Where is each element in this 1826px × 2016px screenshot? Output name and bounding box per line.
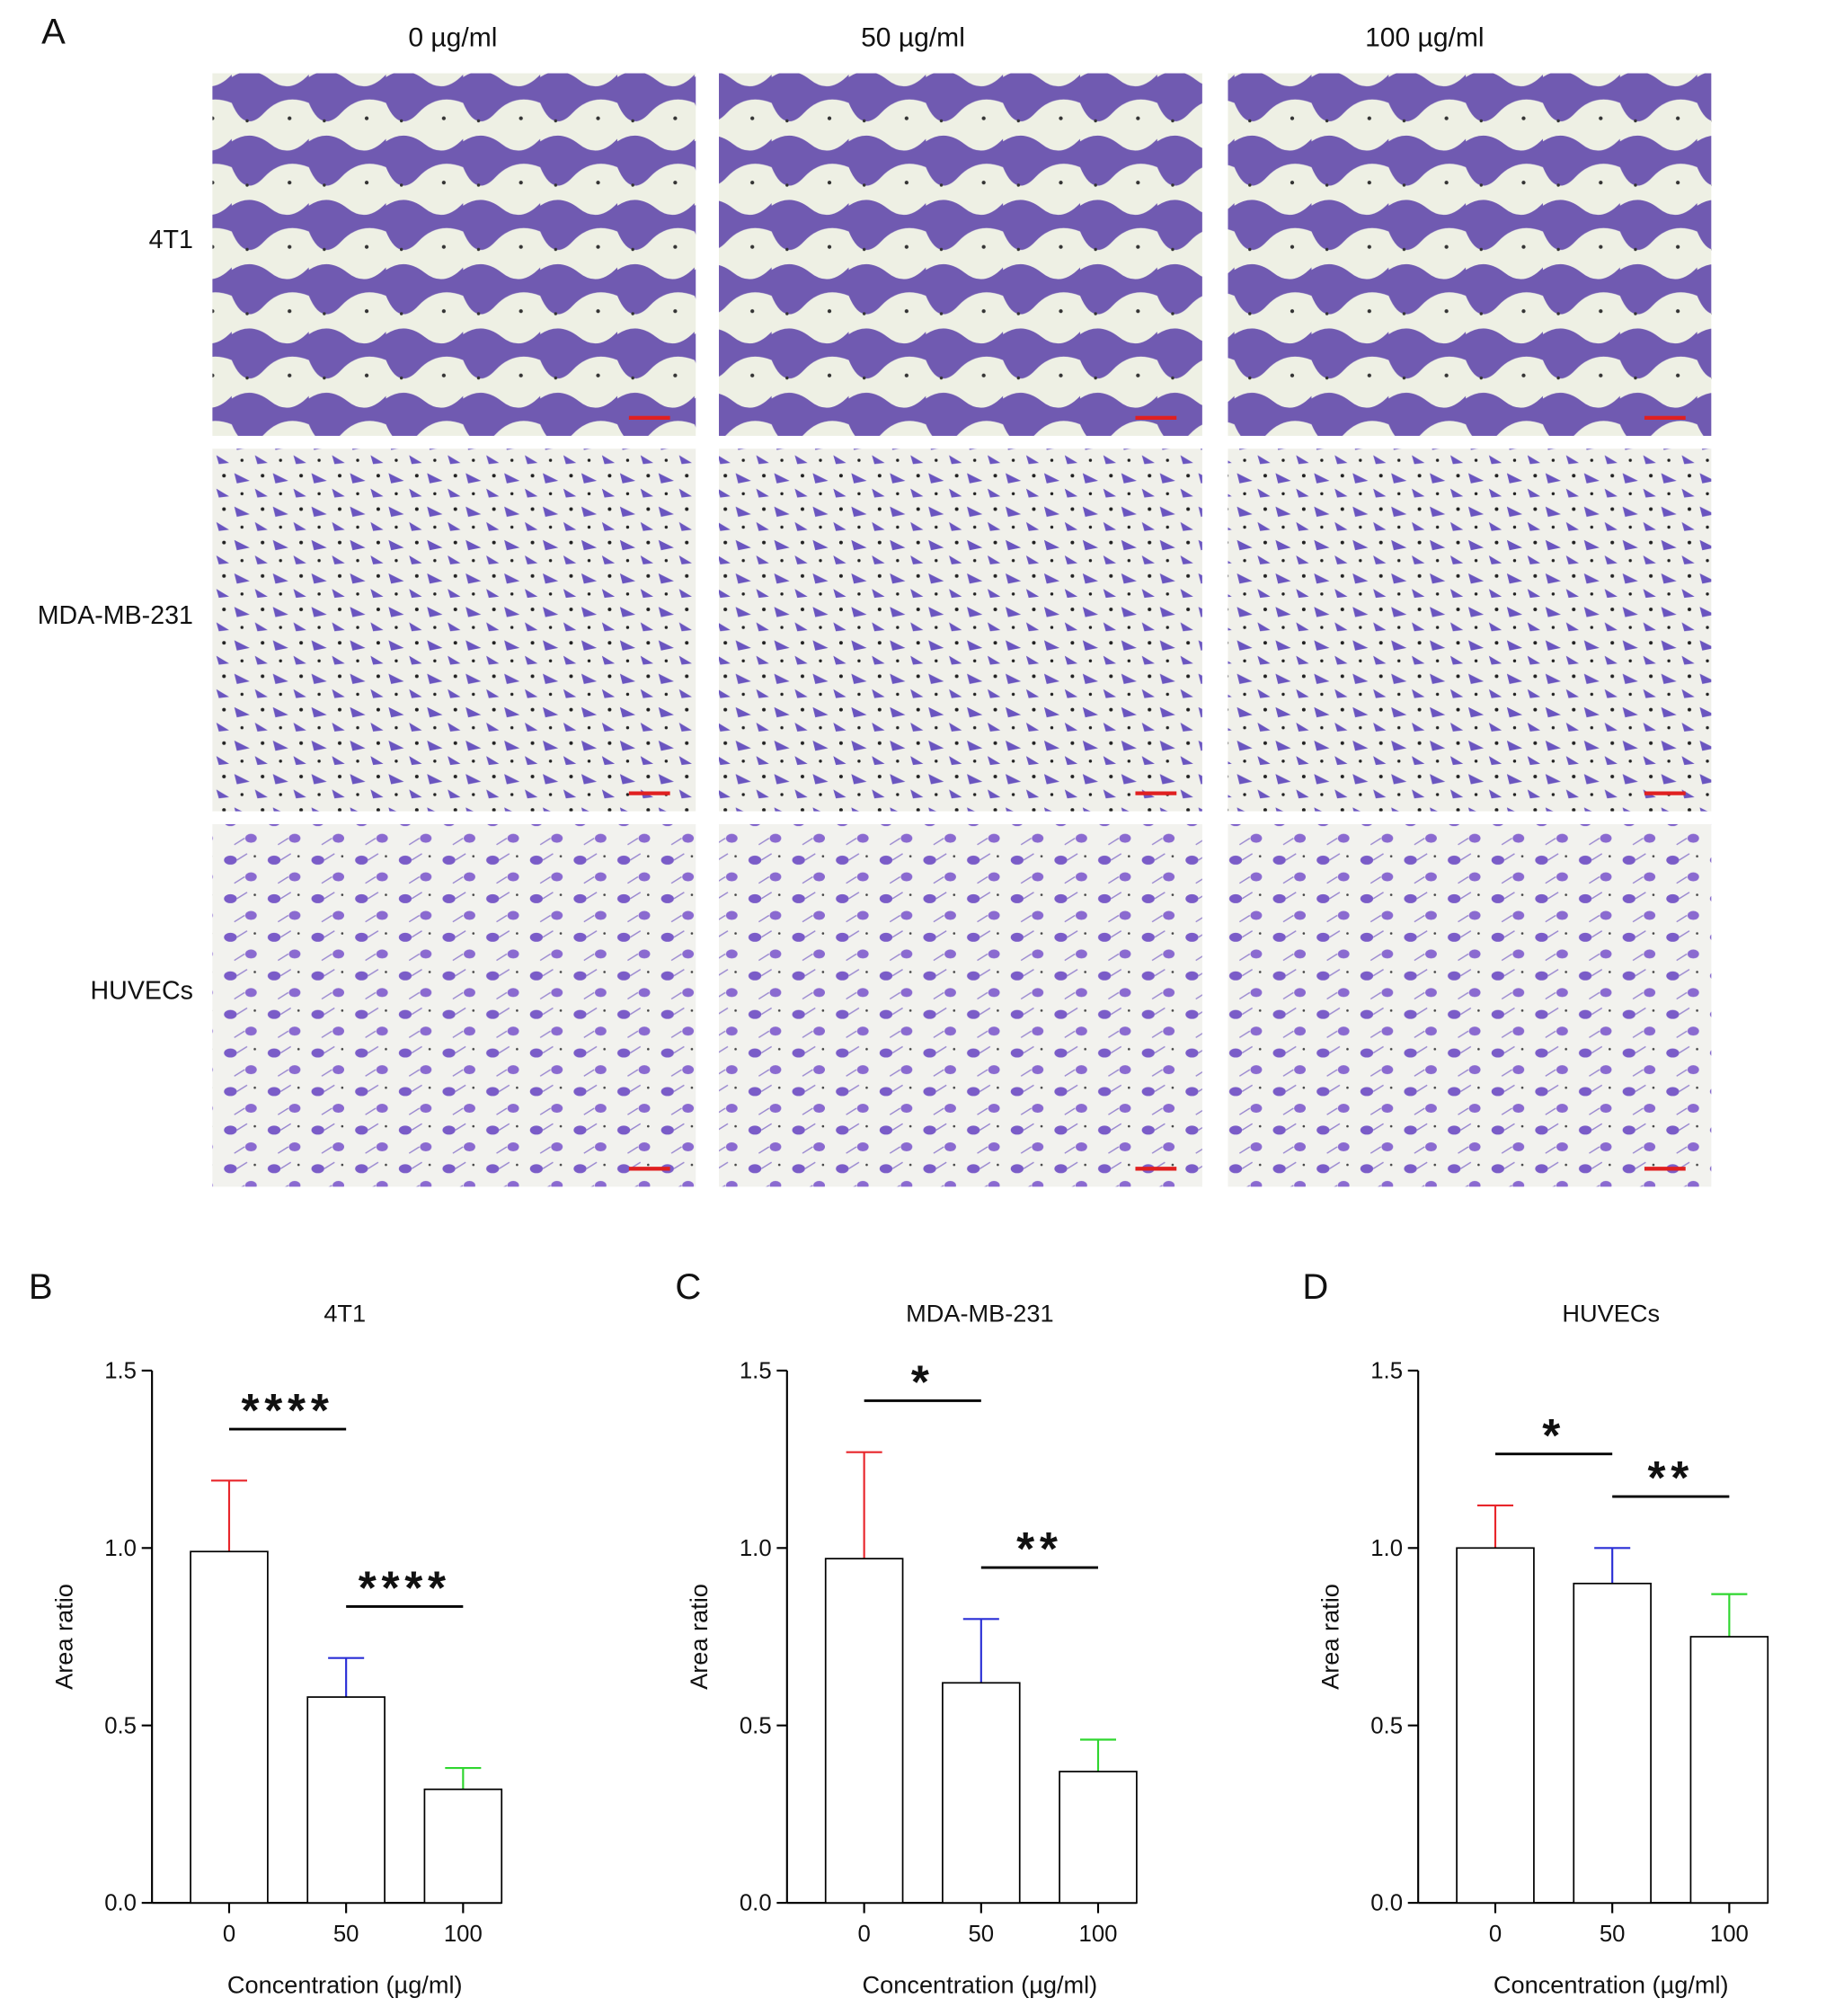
- panel-label: D: [1302, 1267, 1328, 1307]
- x-axis-label: Concentration (µg/ml): [863, 1970, 1098, 1998]
- significance-label: **: [1016, 1523, 1063, 1575]
- y-tick-label: 1.5: [740, 1358, 772, 1383]
- y-tick-label: 0.5: [1370, 1713, 1403, 1738]
- significance-label: ****: [242, 1384, 334, 1436]
- bar: [423, 1788, 503, 1904]
- significance-label: *: [911, 1356, 935, 1408]
- bar: [1456, 1547, 1535, 1904]
- row-label: 4T1: [149, 226, 193, 254]
- y-tick-label: 1.0: [104, 1536, 137, 1561]
- y-axis-label: Area ratio: [1316, 1584, 1343, 1690]
- bar: [1573, 1582, 1652, 1904]
- bar: [1059, 1771, 1138, 1904]
- x-tick-label: 100: [1079, 1922, 1118, 1947]
- micrograph: [718, 73, 1202, 436]
- column-header: 100 µg/ml: [1365, 22, 1485, 52]
- micrograph: [212, 448, 696, 812]
- y-tick-label: 1.0: [740, 1536, 772, 1561]
- x-tick-label: 100: [1710, 1922, 1749, 1947]
- x-axis-label: Concentration (µg/ml): [1494, 1970, 1729, 1998]
- micrograph: [212, 73, 696, 436]
- x-tick-label: 0: [223, 1922, 235, 1947]
- x-tick-label: 50: [1600, 1922, 1626, 1947]
- micrograph: [718, 823, 1202, 1187]
- significance-label: **: [1648, 1452, 1695, 1504]
- y-tick-label: 1.5: [104, 1358, 137, 1383]
- bar: [824, 1558, 904, 1904]
- y-tick-label: 0.0: [104, 1891, 137, 1916]
- column-header: 0 µg/ml: [408, 22, 497, 52]
- y-tick-label: 0.0: [1370, 1891, 1403, 1916]
- x-tick-label: 50: [969, 1922, 995, 1947]
- panel-label: B: [29, 1267, 53, 1307]
- bar: [1689, 1636, 1769, 1904]
- micrograph: [718, 448, 1202, 812]
- micrograph: [1228, 73, 1712, 436]
- micrograph: [1228, 823, 1712, 1187]
- micrograph: [212, 823, 696, 1187]
- panel-label: A: [41, 13, 66, 52]
- bar: [190, 1550, 269, 1904]
- bar: [306, 1696, 386, 1904]
- y-tick-label: 0.5: [740, 1713, 772, 1738]
- micrograph: [1228, 448, 1712, 812]
- y-tick-label: 0.0: [740, 1891, 772, 1916]
- y-tick-label: 1.0: [1370, 1536, 1403, 1561]
- bar: [942, 1682, 1021, 1904]
- significance-label: ****: [359, 1562, 451, 1614]
- row-label: MDA-MB-231: [38, 601, 193, 630]
- chart-title: MDA-MB-231: [906, 1300, 1053, 1328]
- column-header: 50 µg/ml: [861, 22, 965, 52]
- x-tick-label: 0: [857, 1922, 870, 1947]
- x-tick-label: 50: [333, 1922, 359, 1947]
- x-axis-label: Concentration (µg/ml): [227, 1970, 463, 1998]
- y-axis-label: Area ratio: [49, 1584, 77, 1690]
- x-tick-label: 0: [1489, 1922, 1502, 1947]
- y-tick-label: 1.5: [1370, 1358, 1403, 1383]
- y-tick-label: 0.5: [104, 1713, 137, 1738]
- chart-title: HUVECs: [1562, 1300, 1660, 1328]
- panel-label: C: [675, 1267, 701, 1307]
- row-label: HUVECs: [91, 976, 193, 1005]
- chart-title: 4T1: [324, 1300, 366, 1328]
- significance-label: *: [1542, 1409, 1565, 1461]
- y-axis-label: Area ratio: [685, 1584, 713, 1690]
- x-tick-label: 100: [444, 1922, 483, 1947]
